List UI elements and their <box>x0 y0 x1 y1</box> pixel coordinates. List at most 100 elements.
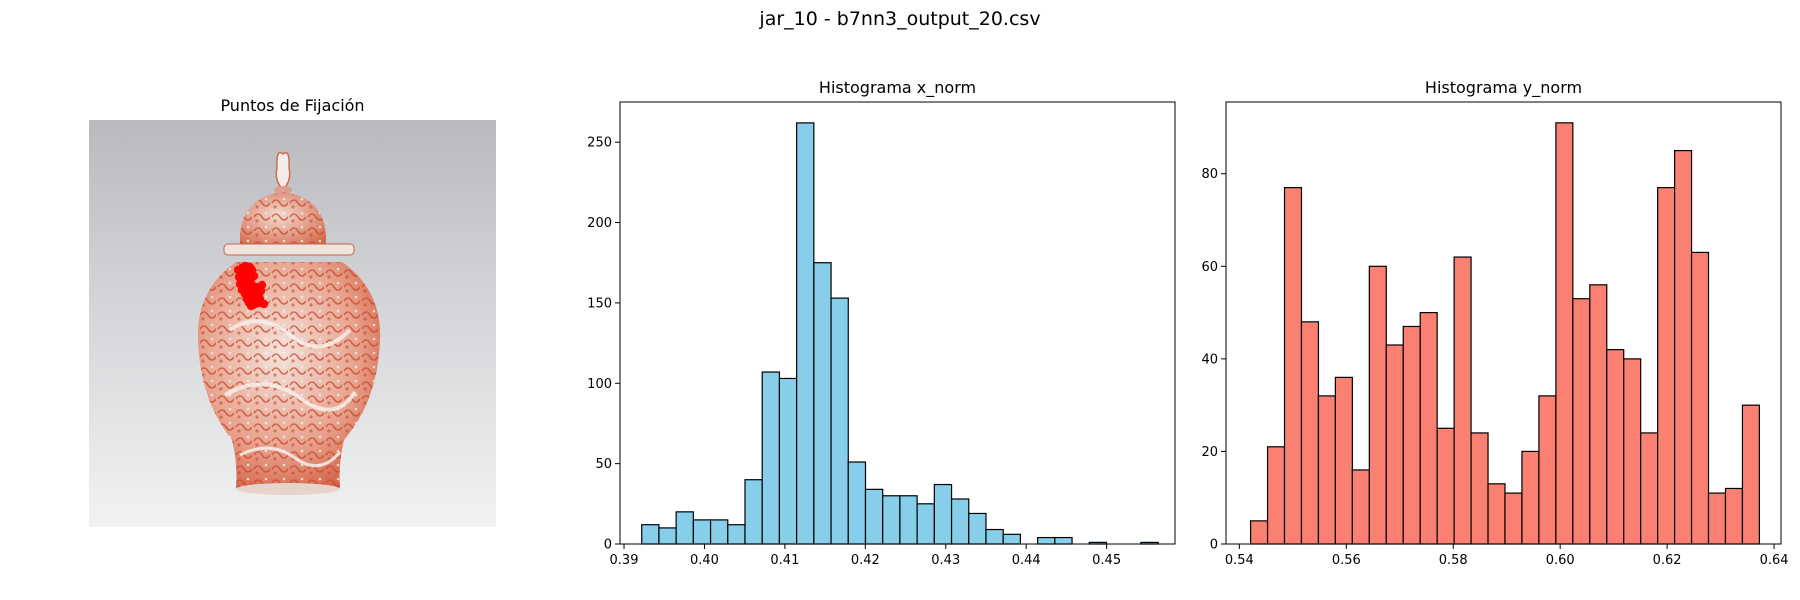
y-histogram-title: Histograma y_norm <box>1424 78 1583 97</box>
histogram-bar <box>847 461 867 545</box>
x-histogram-frame <box>619 101 1176 545</box>
histogram-bar <box>1054 536 1073 545</box>
histogram-bar <box>796 122 815 545</box>
fixation-points <box>233 261 269 311</box>
x-tick-label: 0.62 <box>1653 553 1682 568</box>
x-tick-label: 0.58 <box>1439 553 1468 568</box>
histogram-bar <box>1690 251 1710 545</box>
fixation-point <box>249 271 259 281</box>
histogram-bar <box>1623 358 1642 545</box>
histogram-bar <box>1470 432 1489 545</box>
histogram-bar <box>1037 536 1056 545</box>
figure-title: jar_10 - b7nn3_output_20.csv <box>759 8 1041 30</box>
fixation-point <box>245 262 255 272</box>
y-tick-label: 0 <box>604 538 612 553</box>
jar-image <box>197 151 381 495</box>
histogram-bar <box>1317 395 1336 545</box>
histogram-bar <box>1640 432 1659 545</box>
histogram-bar <box>1589 284 1608 545</box>
histogram-bar <box>1657 187 1676 545</box>
x-tick-label: 0.56 <box>1332 553 1361 568</box>
x-tick-label: 0.64 <box>1760 553 1789 568</box>
x-tick-label: 0.44 <box>1012 553 1041 568</box>
histogram-bar <box>1453 256 1472 545</box>
fixation-point <box>257 280 267 290</box>
y-tick-label: 200 <box>587 216 612 231</box>
histogram-bar <box>830 297 849 545</box>
histogram-bar <box>1283 187 1303 545</box>
x-tick-label: 0.41 <box>770 553 799 568</box>
histogram-bar <box>1300 321 1320 545</box>
histogram-bar <box>1487 483 1506 545</box>
y-histogram-yticks: 0 20 40 60 80 <box>1201 167 1226 553</box>
histogram-bar <box>1572 298 1591 545</box>
histogram-bar <box>727 524 746 545</box>
histogram-bar <box>1538 395 1557 545</box>
y-tick-label: 80 <box>1201 167 1218 182</box>
histogram-bar <box>778 377 798 545</box>
histogram-bar <box>813 262 832 545</box>
histogram-bar <box>933 483 953 545</box>
y-tick-label: 0 <box>1210 538 1218 553</box>
image-panel-title: Puntos de Fijación <box>220 96 365 115</box>
histogram-bar <box>1334 376 1353 545</box>
y-tick-label: 250 <box>587 136 612 151</box>
histogram-bar <box>1606 349 1625 545</box>
histogram-bar <box>1385 344 1404 545</box>
x-histogram-yticks: 0 50 100 150 200 250 <box>587 136 620 553</box>
y-tick-label: 100 <box>587 377 612 392</box>
x-histogram: 0.39 0.40 0.41 0.42 0.43 0.44 0.45 0 50 100 150 20… <box>587 101 1176 568</box>
histogram-bar <box>658 527 677 545</box>
x-tick-label: 0.60 <box>1546 553 1575 568</box>
y-histogram-bars <box>1249 122 1760 545</box>
histogram-bar <box>675 511 694 545</box>
y-tick-label: 150 <box>587 296 612 311</box>
x-tick-label: 0.39 <box>610 553 639 568</box>
x-tick-label: 0.40 <box>690 553 719 568</box>
y-tick-label: 40 <box>1201 352 1218 367</box>
y-tick-label: 50 <box>595 457 612 472</box>
x-tick-label: 0.54 <box>1225 553 1254 568</box>
histogram-bar <box>864 488 884 545</box>
histogram-bar <box>1351 469 1370 545</box>
histogram-bar <box>985 528 1004 545</box>
x-histogram-bars <box>641 122 1159 545</box>
histogram-bar <box>1504 492 1523 545</box>
y-histogram-frame <box>1225 101 1782 545</box>
x-tick-label: 0.42 <box>851 553 880 568</box>
histogram-bar <box>692 519 712 545</box>
histogram-bar <box>968 512 987 545</box>
histogram-bar <box>882 495 901 545</box>
histogram-bar <box>1266 446 1286 545</box>
x-histogram-title: Histograma x_norm <box>818 78 977 97</box>
histogram-bar <box>1419 311 1438 545</box>
histogram-bar <box>1002 533 1022 545</box>
y-histogram: 0.54 0.56 0.58 0.60 0.62 0.64 0 20 40 60 80 <box>1201 101 1789 568</box>
histogram-bar <box>1673 149 1693 545</box>
histogram-bar <box>916 503 935 545</box>
histogram-bar <box>899 495 918 545</box>
x-tick-label: 0.45 <box>1092 553 1121 568</box>
histogram-bar <box>1741 404 1760 545</box>
x-tick-label: 0.43 <box>931 553 960 568</box>
histogram-bar <box>641 524 660 545</box>
y-tick-label: 20 <box>1201 445 1218 460</box>
y-tick-label: 60 <box>1201 260 1218 275</box>
histogram-bar <box>1555 122 1574 545</box>
histogram-bar <box>1368 265 1387 545</box>
histogram-bar <box>1436 427 1455 545</box>
y-histogram-xticks: 0.54 0.56 0.58 0.60 0.62 0.64 <box>1225 544 1789 568</box>
histogram-bar <box>1249 520 1269 545</box>
histogram-bar <box>1402 325 1421 545</box>
histogram-bar <box>744 479 763 545</box>
fixation-point <box>254 291 264 301</box>
fixation-point <box>259 299 269 309</box>
histogram-bar <box>709 519 729 545</box>
histogram-bar <box>950 498 970 545</box>
fixation-point <box>242 277 252 287</box>
histogram-bar <box>761 371 781 545</box>
histogram-bar <box>1707 492 1727 545</box>
x-histogram-xticks: 0.39 0.40 0.41 0.42 0.43 0.44 0.45 <box>610 544 1121 568</box>
histogram-bar <box>1724 487 1744 545</box>
